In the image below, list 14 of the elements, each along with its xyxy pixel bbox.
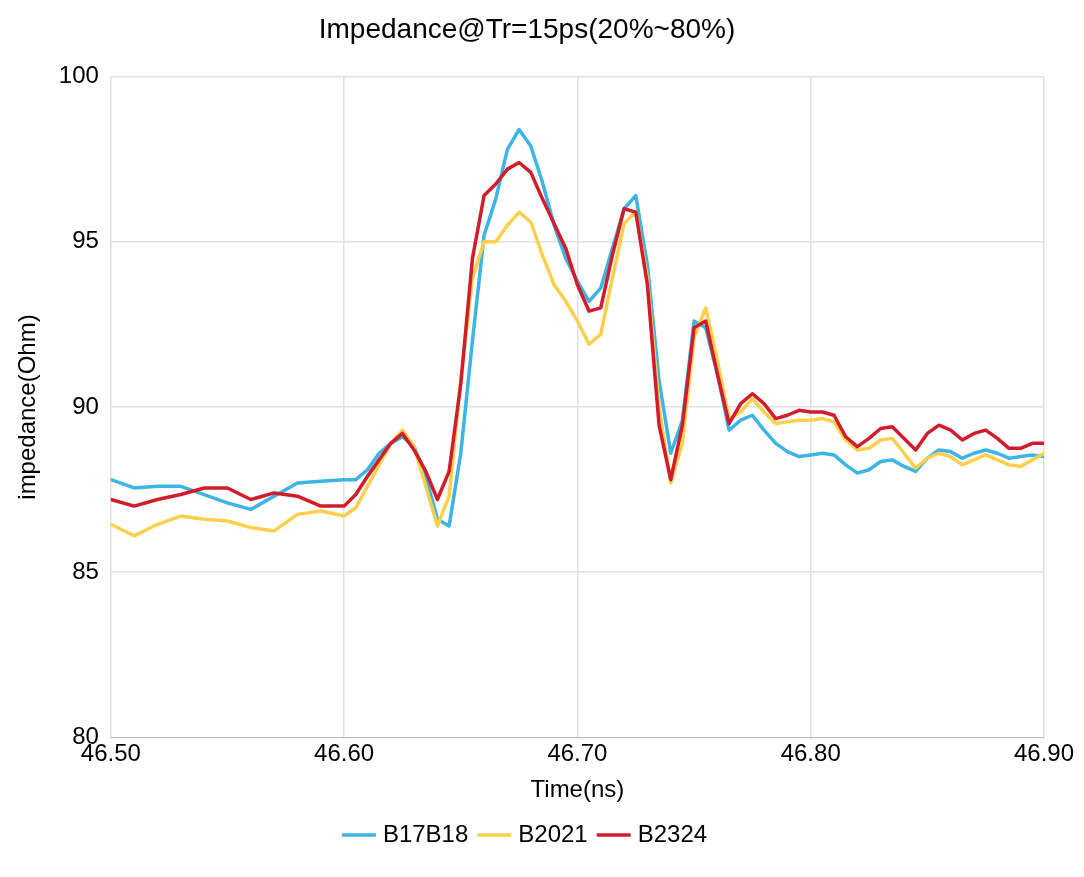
x-axis-title: Time(ns) [530,775,625,803]
chart-title: Impedance@Tr=15ps(20%~80%) [318,12,736,44]
legend-label: B2021 [518,819,588,847]
y-tick-label: 85 [72,556,99,584]
x-tick-label: 46.90 [1013,739,1075,767]
x-tick-label: 46.70 [547,739,608,767]
y-tick-label: 95 [72,226,99,254]
y-tick-label: 100 [58,61,99,89]
x-tick-label: 46.80 [780,739,841,767]
y-tick-label: 90 [72,391,99,419]
y-axis-title: impedance(Ohm) [13,314,41,500]
x-tick-label: 46.60 [314,739,375,767]
legend-label: B2324 [637,819,708,847]
legend-label: B17B18 [382,819,469,847]
